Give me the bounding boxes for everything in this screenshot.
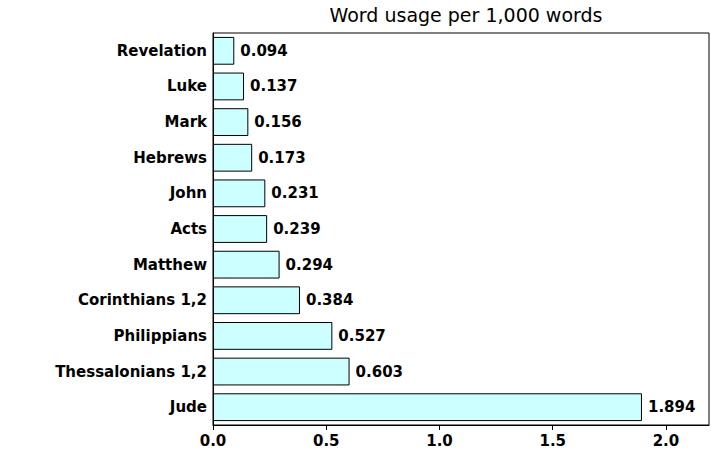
svg-text:1.5: 1.5 [539, 432, 566, 450]
svg-text:0.5: 0.5 [313, 432, 340, 450]
svg-text:Thessalonians 1,2: Thessalonians 1,2 [55, 363, 207, 381]
svg-text:1.0: 1.0 [426, 432, 453, 450]
svg-text:1.894: 1.894 [648, 398, 695, 416]
svg-text:0.384: 0.384 [306, 291, 353, 309]
svg-text:Word usage per 1,000 words: Word usage per 1,000 words [330, 4, 603, 26]
svg-text:John: John [169, 184, 207, 202]
svg-text:0.527: 0.527 [338, 327, 385, 345]
svg-text:0.603: 0.603 [356, 363, 403, 381]
svg-text:0.0: 0.0 [200, 432, 227, 450]
svg-text:0.173: 0.173 [258, 149, 305, 167]
svg-text:Hebrews: Hebrews [133, 149, 207, 167]
svg-text:Philippians: Philippians [114, 327, 208, 345]
svg-text:Jude: Jude [169, 398, 207, 416]
svg-text:0.137: 0.137 [250, 77, 297, 95]
svg-text:Acts: Acts [170, 220, 207, 238]
svg-text:Mark: Mark [165, 113, 208, 131]
svg-text:Luke: Luke [167, 77, 207, 95]
svg-text:0.294: 0.294 [286, 256, 333, 274]
svg-text:Revelation: Revelation [117, 42, 207, 60]
svg-text:Matthew: Matthew [133, 256, 207, 274]
svg-text:Corinthians 1,2: Corinthians 1,2 [78, 291, 207, 309]
svg-text:0.231: 0.231 [271, 184, 318, 202]
svg-text:2.0: 2.0 [653, 432, 680, 450]
svg-text:0.156: 0.156 [254, 113, 301, 131]
svg-text:0.094: 0.094 [240, 42, 287, 60]
svg-text:0.239: 0.239 [273, 220, 320, 238]
